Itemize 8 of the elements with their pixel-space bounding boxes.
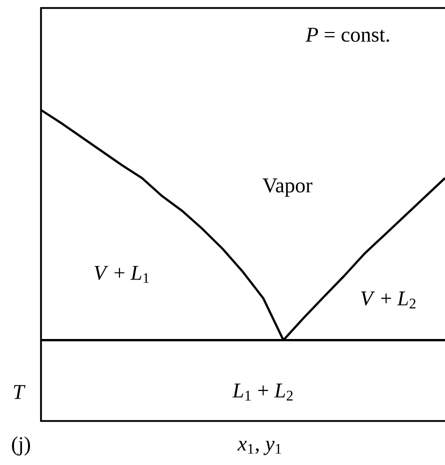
text: (j) [12,436,30,456]
y-axis-title: T [14,385,26,399]
annotation: Vapor [262,178,312,197]
text: P = const. [306,28,390,42]
x-axis-title: x$_{1}$, y$_{1}$ [237,440,282,456]
annotation: L$_{1}$ + L$_{2}$ [232,384,293,401]
annotation: V + L$_{1}$ [94,266,149,283]
annotation: V + L$_{2}$ [361,292,416,308]
